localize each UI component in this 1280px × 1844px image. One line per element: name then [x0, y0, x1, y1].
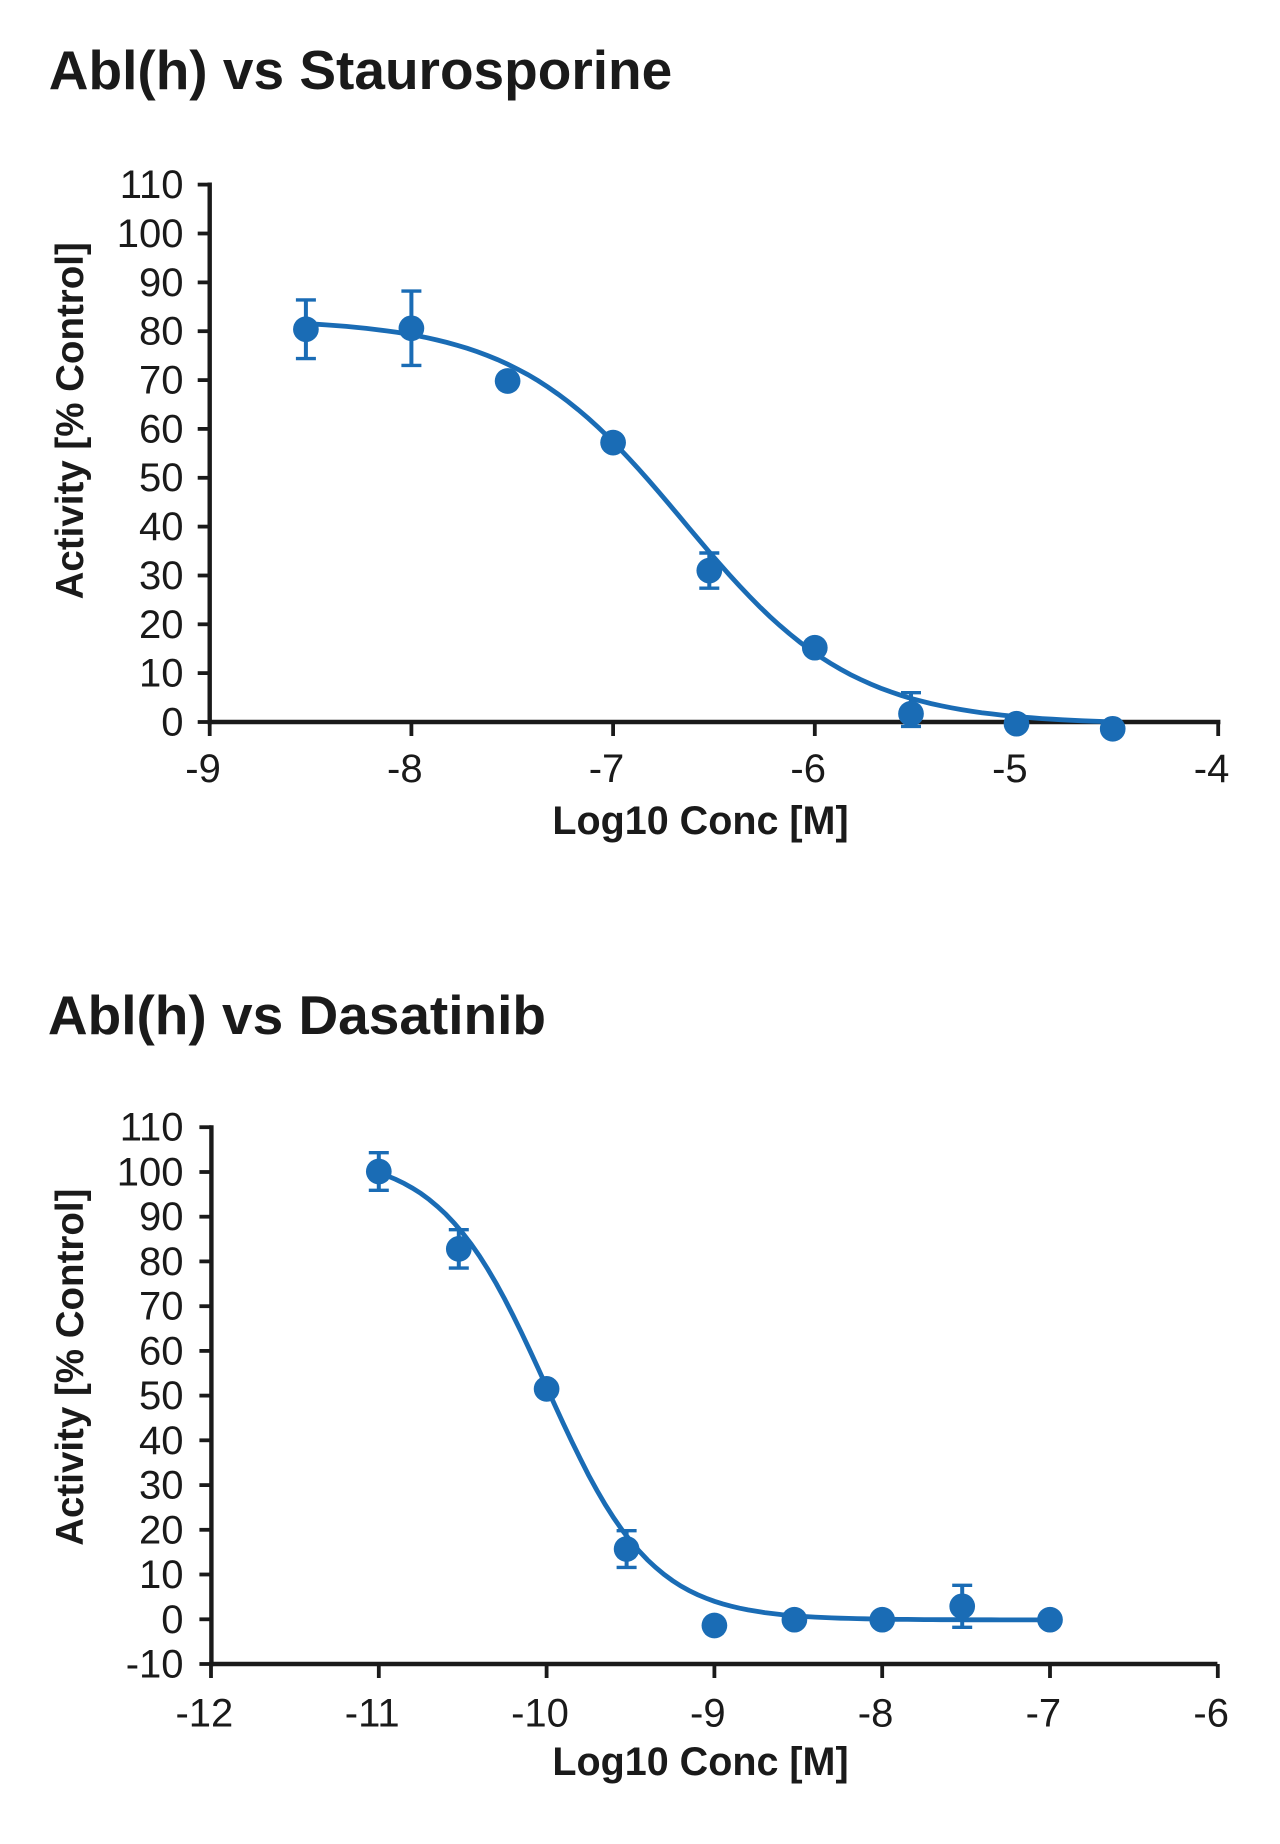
svg-text:-4: -4	[1194, 747, 1230, 791]
svg-text:Activity [% Control]: Activity [% Control]	[49, 242, 92, 599]
svg-text:80: 80	[139, 1240, 184, 1284]
svg-text:Abl(h) vs Dasatinib: Abl(h) vs Dasatinib	[48, 984, 546, 1046]
svg-text:Abl(h) vs Staurosporine: Abl(h) vs Staurosporine	[49, 39, 672, 101]
svg-text:30: 30	[139, 1464, 184, 1508]
svg-text:10: 10	[139, 1553, 184, 1597]
svg-text:110: 110	[120, 1106, 184, 1150]
svg-text:90: 90	[139, 1195, 184, 1239]
svg-text:40: 40	[139, 505, 184, 549]
svg-text:Activity [% Control]: Activity [% Control]	[49, 1189, 92, 1546]
svg-text:-6: -6	[1193, 1692, 1229, 1736]
svg-text:-6: -6	[790, 747, 826, 791]
svg-text:-7: -7	[1026, 1692, 1062, 1736]
svg-text:-10: -10	[126, 1643, 184, 1687]
svg-text:60: 60	[139, 1329, 184, 1373]
svg-text:-12: -12	[175, 1692, 233, 1736]
svg-text:10: 10	[139, 652, 184, 696]
svg-text:70: 70	[139, 359, 184, 403]
svg-text:50: 50	[139, 1374, 184, 1418]
svg-text:-10: -10	[511, 1692, 569, 1736]
svg-text:20: 20	[139, 1508, 184, 1552]
svg-text:80: 80	[139, 310, 184, 354]
svg-text:-8: -8	[858, 1692, 894, 1736]
svg-text:Log10 Conc [M]: Log10 Conc [M]	[552, 1740, 848, 1784]
svg-text:50: 50	[139, 456, 184, 500]
svg-text:-8: -8	[387, 747, 423, 791]
svg-text:60: 60	[139, 407, 184, 451]
svg-text:Log10 Conc [M]: Log10 Conc [M]	[552, 799, 848, 843]
svg-text:-5: -5	[992, 747, 1028, 791]
svg-text:0: 0	[161, 1598, 183, 1642]
svg-text:-9: -9	[185, 747, 221, 791]
svg-text:110: 110	[120, 163, 184, 207]
svg-text:-11: -11	[345, 1692, 400, 1736]
svg-text:30: 30	[139, 554, 184, 598]
svg-text:-7: -7	[589, 747, 625, 791]
svg-text:90: 90	[139, 261, 184, 305]
svg-text:100: 100	[117, 212, 184, 256]
svg-text:40: 40	[139, 1419, 184, 1463]
svg-text:100: 100	[117, 1151, 184, 1195]
svg-text:-9: -9	[690, 1692, 726, 1736]
svg-text:70: 70	[139, 1285, 184, 1329]
svg-text:20: 20	[139, 603, 184, 647]
svg-text:0: 0	[161, 701, 183, 745]
